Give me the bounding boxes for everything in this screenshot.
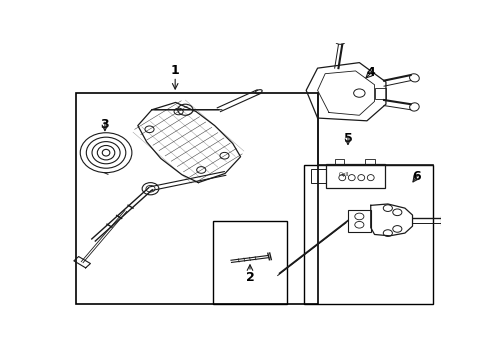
Text: CφII: CφII [339,172,349,177]
Text: 6: 6 [412,170,420,183]
Bar [213,221,287,304]
Text: 1: 1 [171,64,179,77]
Bar [374,87,386,99]
Bar [365,158,374,164]
Text: 4: 4 [367,66,375,79]
Text: 3: 3 [100,118,109,131]
Text: 2: 2 [245,271,254,284]
Text: 5: 5 [343,132,352,145]
Bar [335,158,344,164]
Bar [311,169,326,183]
Bar [76,93,318,304]
Bar [348,210,371,232]
Bar [304,165,434,304]
Bar [326,164,385,188]
